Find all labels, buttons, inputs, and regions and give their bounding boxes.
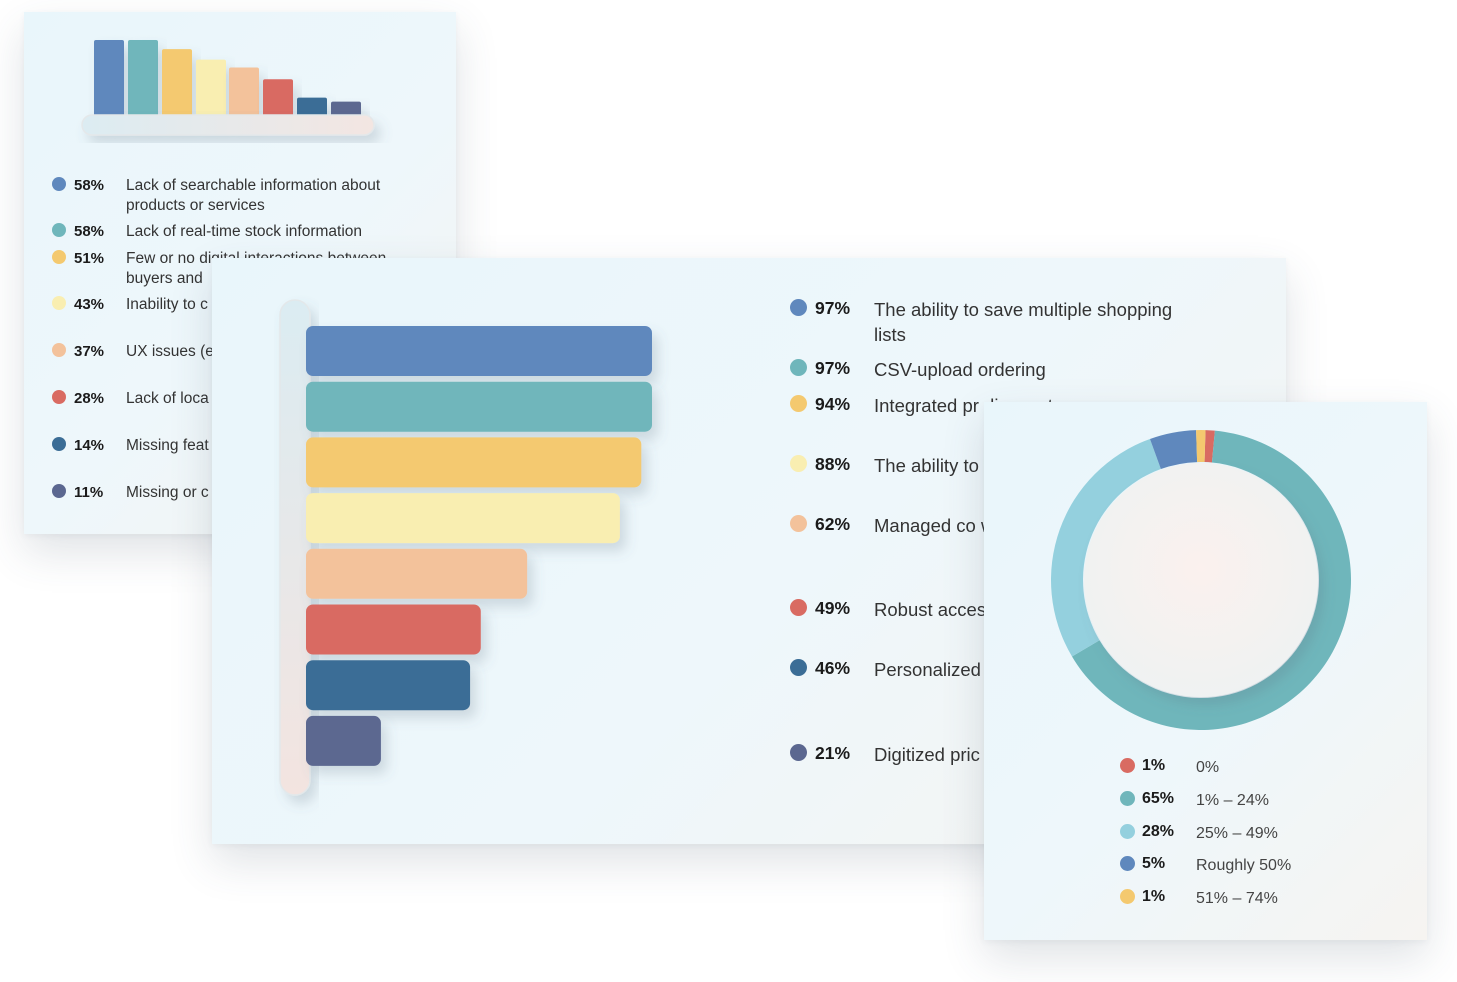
bar-0 (306, 326, 652, 376)
legend-value: 88% (815, 454, 851, 474)
bar-3 (196, 59, 226, 118)
legend-value: 46% (815, 658, 851, 678)
legend-swatch (790, 515, 807, 532)
bar-7 (306, 715, 381, 766)
legend-label: CSV-upload ordering (874, 359, 1046, 380)
legend-label: Missing or c (126, 484, 209, 501)
legend-swatch (52, 437, 66, 451)
card-donut-chart: 1% 0% 65% 1% – 24% 28% 25% – 49% 5% Roughly 50%… (984, 402, 1427, 940)
legend-value: 37% (74, 343, 105, 360)
legend-swatch (52, 250, 66, 264)
legend-swatch (790, 744, 807, 761)
legend-swatch (1120, 791, 1135, 806)
legend-swatch (52, 484, 66, 498)
legend-label: 51% – 74% (1196, 890, 1278, 907)
legend-value: 51% (74, 250, 105, 267)
legend-swatch (790, 599, 807, 616)
legend-value: 28% (1142, 823, 1175, 840)
legend-donut: 1% 0% 65% 1% – 24% 28% 25% – 49% 5% Roughly 50%… (1120, 757, 1420, 927)
bar-4 (306, 548, 528, 599)
bar-3 (306, 493, 620, 544)
bar-6 (297, 97, 327, 118)
legend-swatch (1120, 856, 1135, 871)
legend-label: 1% – 24% (1196, 792, 1269, 809)
legend-swatch (790, 359, 807, 376)
legend-swatch (1120, 824, 1135, 839)
legend-swatch (790, 659, 807, 676)
vertical-bar-chart (81, 40, 375, 136)
legend-value: 94% (815, 394, 851, 414)
legend-value: 62% (815, 514, 851, 534)
legend-label: 0% (1196, 759, 1220, 776)
donut-chart (1051, 430, 1351, 730)
bar-axis-rail (279, 299, 311, 796)
legend-value: 97% (815, 298, 851, 318)
legend-label: Roughly 50% (1196, 857, 1292, 874)
legend-value: 65% (1142, 790, 1175, 807)
donut-hole (1084, 463, 1318, 697)
legend-value: 58% (74, 223, 105, 240)
bar-0 (94, 40, 124, 118)
legend-value: 43% (74, 296, 105, 313)
legend-swatch (52, 177, 66, 191)
legend-value: 1% (1142, 888, 1166, 905)
legend-swatch (790, 455, 807, 472)
bar-6 (306, 660, 471, 711)
legend-swatch (52, 296, 66, 310)
legend-value: 11% (74, 484, 104, 501)
donut-slice-4 (1196, 430, 1206, 463)
legend-value: 21% (815, 743, 851, 763)
legend-swatch (52, 223, 66, 237)
donut-slice-3 (1149, 430, 1198, 470)
legend-swatch (1120, 758, 1135, 773)
bar-2 (306, 437, 642, 488)
bar-1 (306, 381, 652, 432)
bar-baseline-shelf (81, 114, 375, 136)
bar-5 (306, 604, 481, 655)
legend-label: Lack of searchable information about pro… (126, 177, 381, 214)
legend-value: 14% (74, 437, 105, 454)
legend-label: 25% – 49% (1196, 825, 1278, 842)
legend-label: Lack of real-time stock information (126, 223, 363, 240)
bar-1 (128, 40, 158, 118)
bar-2 (162, 49, 192, 119)
legend-value: 5% (1142, 855, 1166, 872)
legend-swatch (1120, 889, 1135, 904)
legend-value: 97% (815, 358, 851, 378)
legend-value: 1% (1142, 757, 1166, 774)
legend-swatch (790, 299, 807, 316)
legend-swatch (52, 343, 66, 357)
legend-label: The ability to save multiple shopping li… (874, 299, 1173, 345)
legend-value: 58% (74, 177, 105, 194)
legend-value: 28% (74, 390, 105, 407)
bar-5 (263, 79, 293, 118)
donut-slice-2 (1051, 438, 1161, 657)
bar-7 (331, 101, 361, 118)
legend-swatch (790, 395, 807, 412)
donut-slice-0 (1204, 430, 1215, 463)
bar-4 (229, 67, 259, 118)
horizontal-bar-chart (279, 299, 652, 796)
legend-swatch (52, 390, 66, 404)
legend-value: 49% (815, 598, 851, 618)
